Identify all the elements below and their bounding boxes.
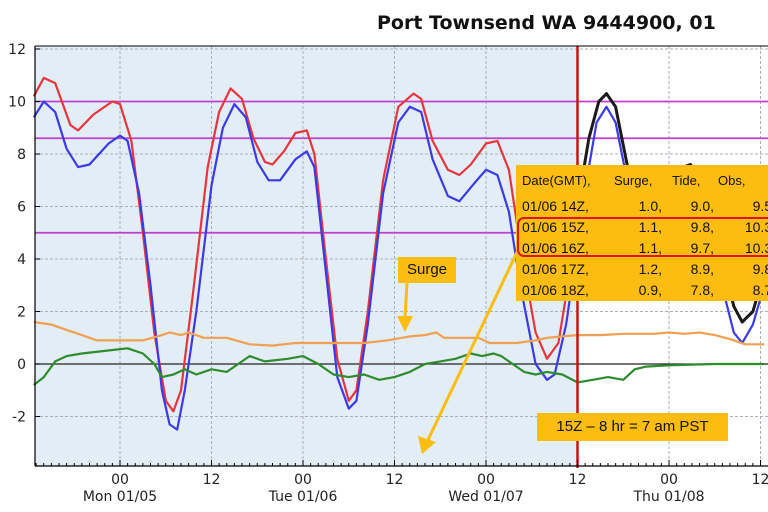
x-tick-label: 00 xyxy=(111,472,129,488)
table-cell: 0.9, xyxy=(638,282,662,298)
table-cell: 8.7, xyxy=(752,282,768,298)
x-day-label: Tue 01/06 xyxy=(268,489,338,505)
table-row: 01/06 17Z,1.2,8.9,9.8,9 xyxy=(522,261,768,279)
table-cell: 01/06 14Z, xyxy=(522,198,589,214)
y-tick-label: 12 xyxy=(8,42,26,58)
surge-arrow xyxy=(403,282,409,319)
chart-title: Port Townsend WA 9444900, 01 xyxy=(377,12,716,34)
table-cell: 8.9, xyxy=(690,261,714,277)
table-cell: 1.1, xyxy=(638,240,662,256)
table-cell: 9.5, xyxy=(752,198,768,214)
table-cell: 10.3, xyxy=(744,219,768,235)
table-cell: 01/06 15Z, xyxy=(522,219,589,235)
table-cell: 01/06 16Z, xyxy=(522,240,589,256)
past-region xyxy=(35,46,578,466)
table-cell: Date(GMT), xyxy=(522,173,591,188)
table-cell: Surge, xyxy=(614,173,653,188)
series-residual xyxy=(33,347,765,386)
highlight-arrow xyxy=(426,249,520,441)
highlight-arrowhead xyxy=(418,436,436,454)
table-cell: Tide, xyxy=(672,173,701,188)
table-row: 01/06 14Z,1.0,9.0,9.5,9.5 xyxy=(522,198,768,216)
y-tick-label: 6 xyxy=(17,200,26,216)
table-cell: 9.0, xyxy=(690,198,714,214)
series-tide xyxy=(32,100,640,431)
time-note: 15Z – 8 hr = 7 am PST xyxy=(537,413,728,441)
table-header: Date(GMT),Surge,Tide,Obs,Fcs xyxy=(522,173,768,191)
table-cell: 9.8, xyxy=(690,219,714,235)
table-cell: Obs, xyxy=(718,173,746,188)
surge-arrowhead xyxy=(397,316,413,332)
y-tick-label: 0 xyxy=(17,357,26,373)
table-row: 01/06 16Z,1.1,9.7,10.3,10. xyxy=(522,240,768,258)
x-tick-label: 12 xyxy=(386,472,404,488)
table-cell: 1.0, xyxy=(638,198,662,214)
table-cell: 01/06 17Z, xyxy=(522,261,589,277)
y-tick-label: 2 xyxy=(17,305,26,321)
y-tick-label: 4 xyxy=(17,252,26,268)
plot-background xyxy=(35,46,578,466)
x-day-label: Mon 01/05 xyxy=(83,489,157,505)
x-day-label: Thu 01/08 xyxy=(632,489,704,505)
series-observed xyxy=(32,76,579,413)
x-tick-label: 00 xyxy=(660,472,678,488)
data-table-callout: Date(GMT),Surge,Tide,Obs,Fcs01/06 14Z,1.… xyxy=(516,165,768,301)
series-surge xyxy=(33,320,765,347)
x-day-label: Wed 01/07 xyxy=(448,489,523,505)
x-tick-label: 12 xyxy=(203,472,221,488)
table-cell: 10.3, xyxy=(744,240,768,256)
x-tick-label: 00 xyxy=(294,472,312,488)
table-cell: 9.7, xyxy=(690,240,714,256)
table-cell: 01/06 18Z, xyxy=(522,282,589,298)
x-tick-label: 12 xyxy=(569,472,587,488)
highlight-box xyxy=(517,217,768,257)
table-row: 01/06 15Z,1.1,9.8,10.3,10. xyxy=(522,219,768,237)
y-tick-label: -2 xyxy=(12,410,26,426)
annotation-arrows xyxy=(397,249,520,454)
y-tick-label: 8 xyxy=(17,147,26,163)
y-tick-label: 10 xyxy=(8,95,26,111)
table-cell: 1.1, xyxy=(638,219,662,235)
table-cell: 9.8, xyxy=(752,261,768,277)
x-tick-label: 00 xyxy=(477,472,495,488)
table-cell: 7.8, xyxy=(690,282,714,298)
x-tick-label: 12 xyxy=(752,472,768,488)
surge-label: Surge xyxy=(398,257,456,283)
table-cell: 1.2, xyxy=(638,261,662,277)
table-row: 01/06 18Z,0.9,7.8,8.7,8 xyxy=(522,282,768,300)
